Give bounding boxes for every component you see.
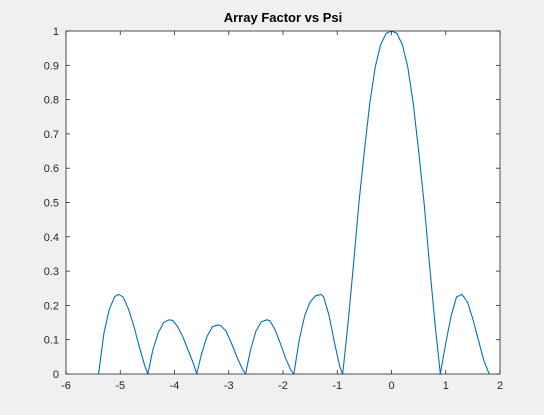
x-tick-label: -5 bbox=[115, 380, 125, 392]
y-tick-label: 0.8 bbox=[44, 95, 59, 107]
y-tick-label: 0.2 bbox=[44, 300, 59, 312]
x-tick-label: -1 bbox=[332, 380, 342, 392]
y-tick-label: 1 bbox=[53, 26, 59, 38]
y-tick-label: 0 bbox=[53, 369, 59, 381]
y-tick-label: 0.4 bbox=[44, 232, 59, 244]
y-tick-label: 0.3 bbox=[44, 266, 59, 278]
y-tick-label: 0.7 bbox=[44, 129, 59, 141]
chart-title: Array Factor vs Psi bbox=[224, 10, 343, 25]
x-tick-label: -4 bbox=[170, 380, 180, 392]
x-tick-label: -3 bbox=[224, 380, 234, 392]
y-tick-label: 0.1 bbox=[44, 335, 59, 347]
plot-box bbox=[65, 30, 501, 375]
plot-area bbox=[66, 31, 500, 374]
y-tick-label: 0.9 bbox=[44, 60, 59, 72]
x-tick-label: -2 bbox=[278, 380, 288, 392]
x-tick-label: 0 bbox=[388, 380, 394, 392]
y-tick-label: 0.5 bbox=[44, 198, 59, 210]
y-tick-label: 0.6 bbox=[44, 163, 59, 175]
x-tick-label: 1 bbox=[443, 380, 449, 392]
x-tick-label: 2 bbox=[497, 380, 503, 392]
data-layer bbox=[98, 30, 490, 375]
x-tick-label: -6 bbox=[61, 380, 71, 392]
series-line-0 bbox=[98, 30, 490, 375]
